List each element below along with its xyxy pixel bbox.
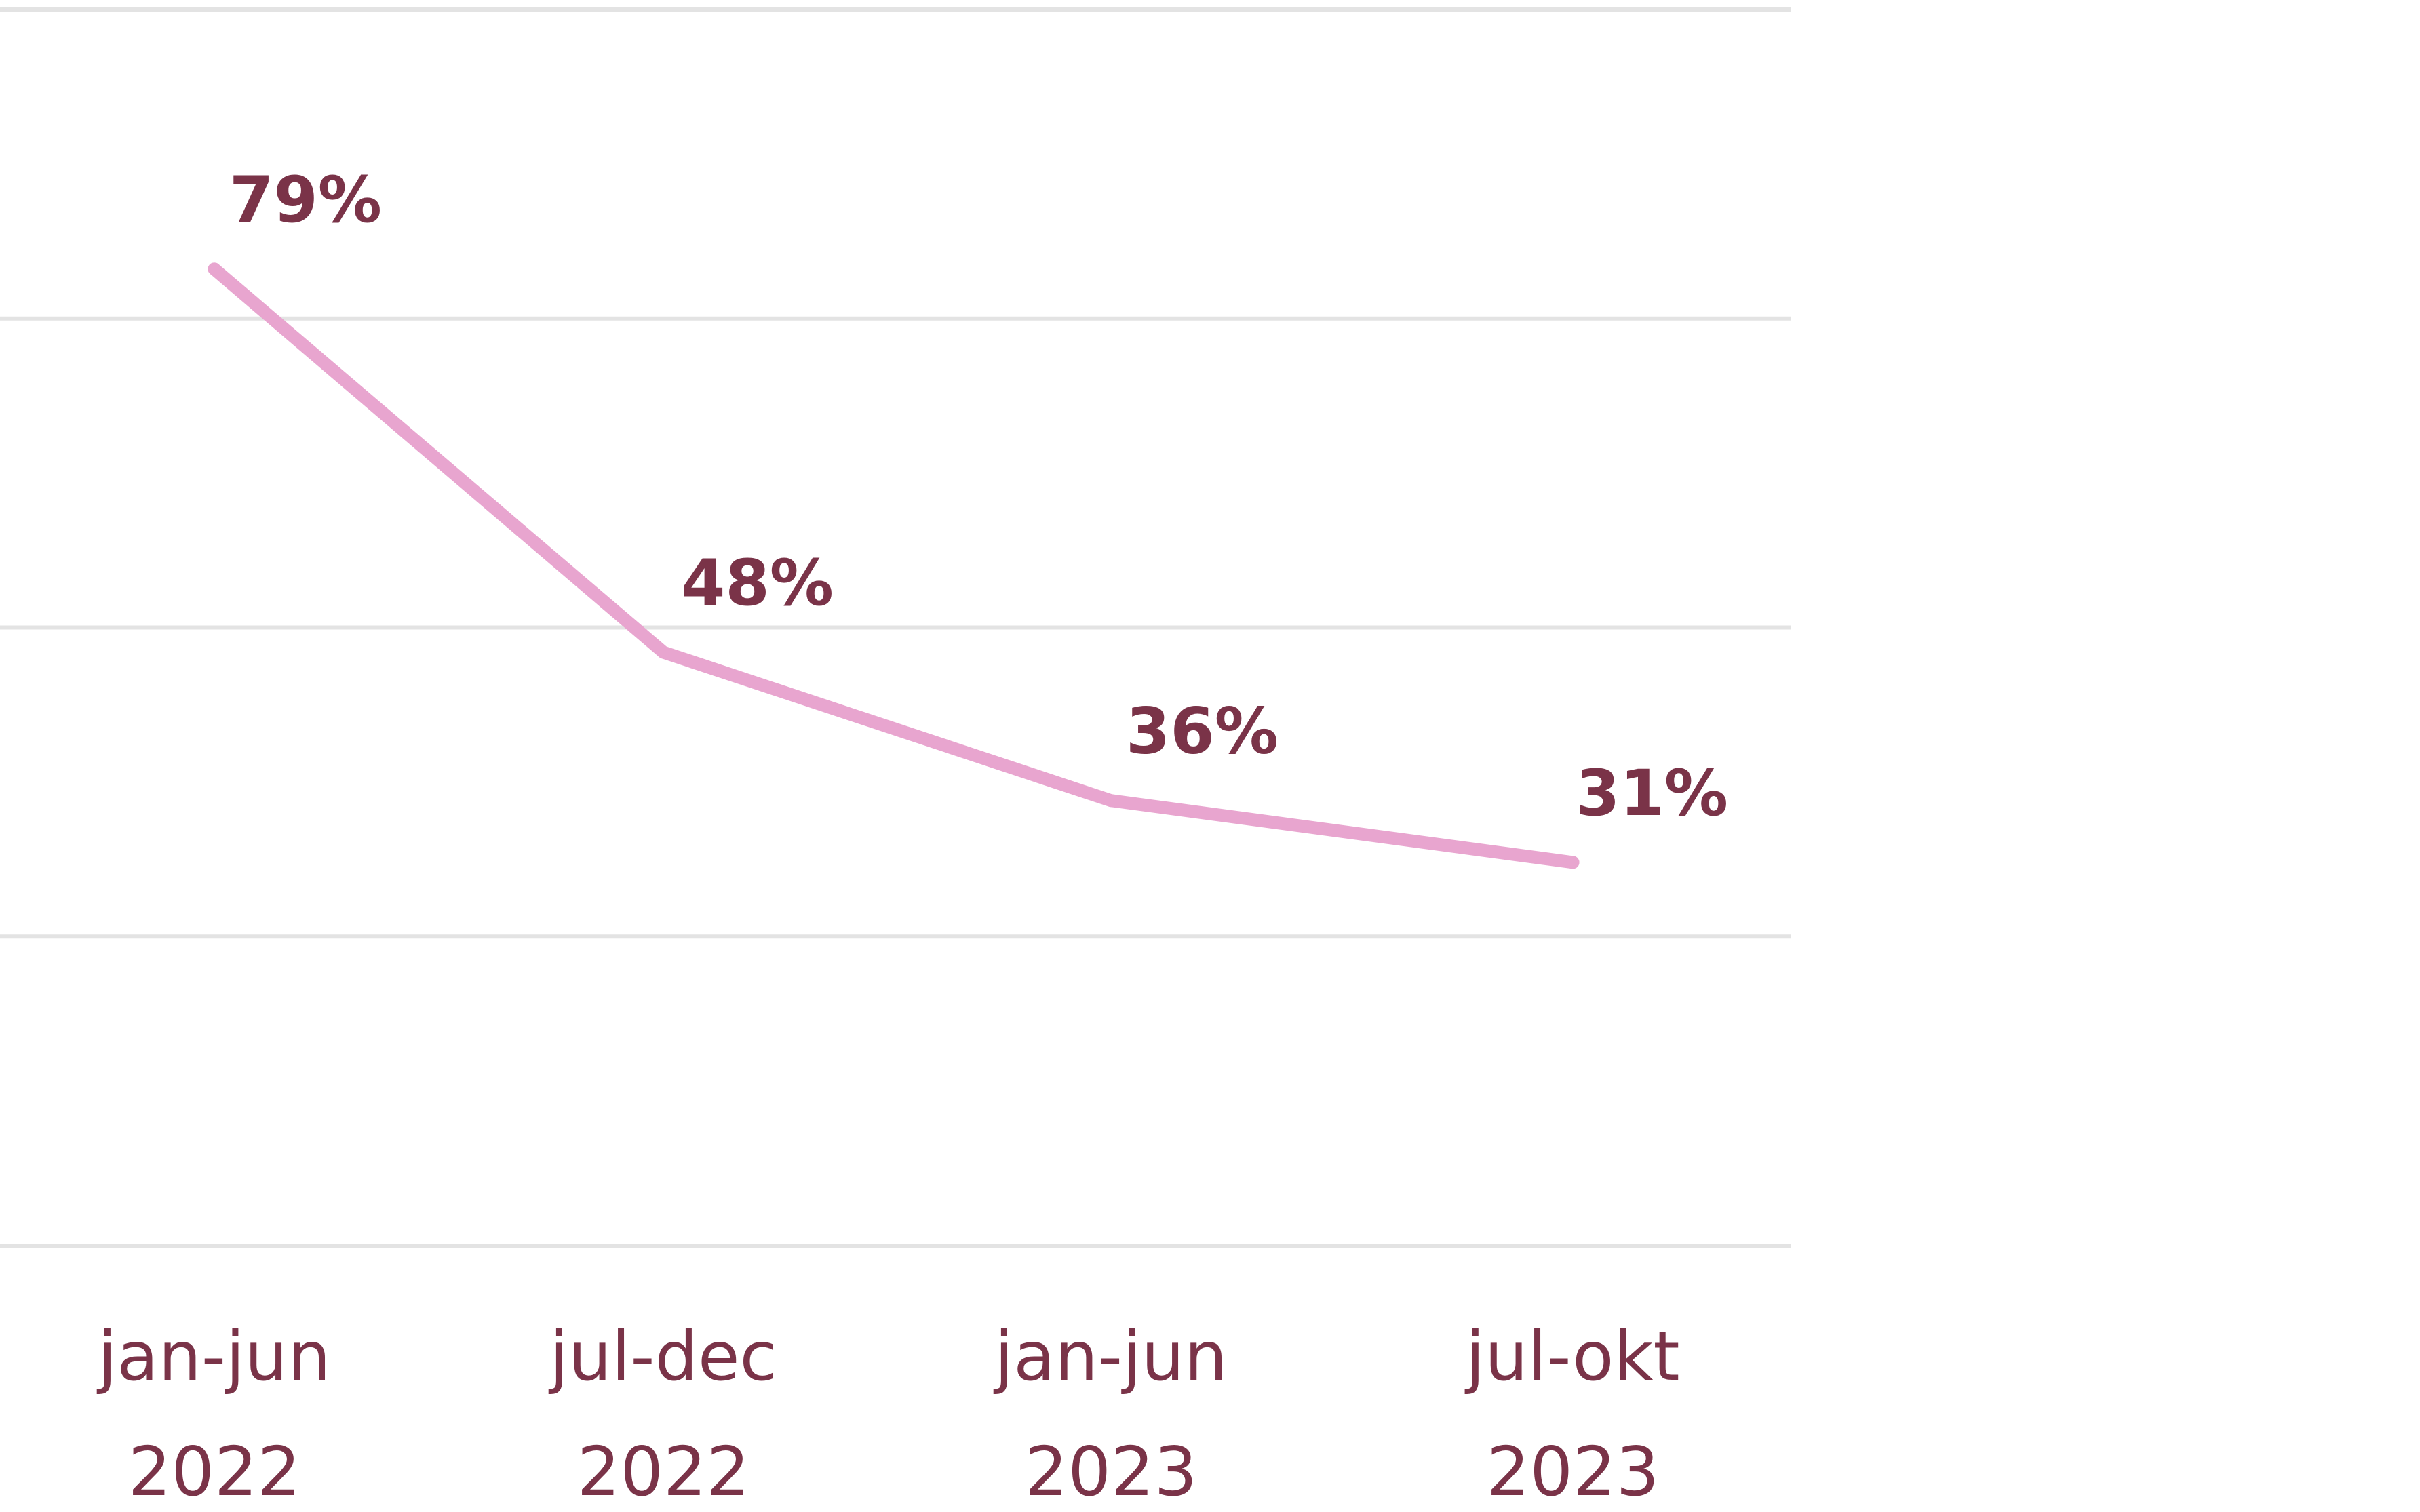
x-tick-label-3-line-2: 2023	[1487, 1432, 1660, 1511]
x-tick-label-2-line-2: 2023	[1025, 1432, 1198, 1511]
gridlines	[0, 7, 1791, 1248]
series-line	[208, 262, 1580, 869]
data-label-0: 79%	[229, 163, 382, 237]
data-point-3	[1566, 856, 1580, 869]
series	[208, 262, 1580, 869]
x-tick-label-1-line-2: 2022	[577, 1432, 750, 1511]
x-tick-label-0-line-1: jan-jun	[96, 1317, 330, 1396]
data-label-3: 31%	[1576, 757, 1728, 831]
data-point-2	[1104, 794, 1118, 808]
x-tick-label-3-line-1: jul-okt	[1464, 1317, 1679, 1396]
data-label-2: 36%	[1126, 695, 1279, 769]
data-label-1: 48%	[681, 546, 834, 620]
data-point-0	[208, 262, 221, 276]
x-axis-tick-labels: jan-jun 2022 jul-dec 2022 jan-jun 2023 jul-okt…	[96, 1317, 1679, 1511]
x-tick-label-0-line-2: 2022	[128, 1432, 301, 1511]
data-point-1	[657, 645, 670, 659]
data-labels: 79% 48% 36% 31%	[229, 163, 1728, 831]
x-tick-label-1-line-1: jul-dec	[548, 1317, 777, 1396]
x-tick-label-2-line-1: jan-jun	[993, 1317, 1227, 1396]
